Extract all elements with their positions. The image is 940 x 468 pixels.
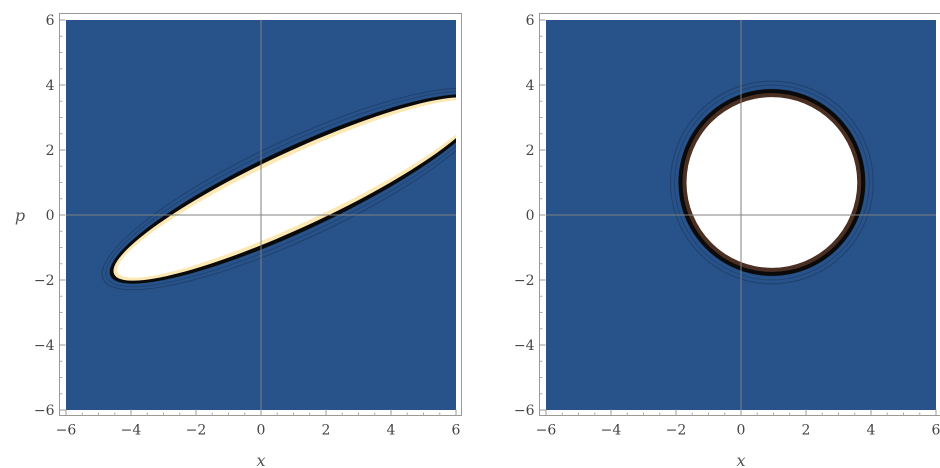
y-tick-label: 4 bbox=[526, 78, 535, 94]
y-tick-label: 6 bbox=[46, 13, 55, 29]
x-tick-label: −2 bbox=[186, 423, 207, 439]
contour-region-left bbox=[101, 87, 456, 291]
y-tick-label: −2 bbox=[34, 273, 55, 289]
y-tick-label: 2 bbox=[526, 143, 535, 159]
origin-axes-left bbox=[66, 20, 456, 410]
x-tick-label: 0 bbox=[257, 423, 266, 439]
y-tick-label: −2 bbox=[514, 273, 535, 289]
x-tick-label: −4 bbox=[121, 423, 142, 439]
panel-left: −6 −4 −2 0 2 4 6 −6 −4 −2 0 2 4 6 p x bbox=[15, 13, 462, 468]
x-tick-label: −2 bbox=[666, 423, 687, 439]
contour-line bbox=[670, 80, 874, 285]
ticks-left: −6 −4 −2 0 2 4 6 −6 −4 −2 0 2 4 6 bbox=[34, 13, 461, 439]
x-tick-label: 6 bbox=[932, 423, 940, 439]
contour-line bbox=[105, 90, 456, 288]
origin-axes-right bbox=[546, 20, 936, 410]
x-tick-label: 4 bbox=[867, 423, 876, 439]
y-tick-label: 0 bbox=[526, 208, 535, 224]
ticks-right: −6 −4 −2 0 2 4 6 −6 −4 −2 0 2 4 6 bbox=[514, 13, 940, 439]
y-tick-label: 2 bbox=[46, 143, 55, 159]
x-tick-label: 2 bbox=[322, 423, 331, 439]
y-tick-label: −6 bbox=[514, 403, 535, 419]
y-tick-label: 6 bbox=[526, 13, 535, 29]
x-tick-label: 0 bbox=[737, 423, 746, 439]
contour-interior bbox=[117, 100, 456, 278]
x-axis-label-right: x bbox=[736, 451, 745, 468]
x-tick-label: −6 bbox=[536, 423, 557, 439]
x-tick-label: 6 bbox=[452, 423, 461, 439]
y-tick-label: −6 bbox=[34, 403, 55, 419]
x-tick-label: −6 bbox=[56, 423, 77, 439]
y-axis-label-left: p bbox=[15, 206, 25, 225]
x-axis-label-left: x bbox=[256, 451, 265, 468]
contour-interior bbox=[686, 97, 858, 268]
contour-line bbox=[674, 84, 870, 281]
x-tick-label: −4 bbox=[601, 423, 622, 439]
contour-region-right bbox=[670, 80, 874, 285]
y-tick-label: 4 bbox=[46, 78, 55, 94]
y-tick-label: 0 bbox=[46, 208, 55, 224]
contour-line bbox=[101, 87, 456, 291]
panel-right: −6 −4 −2 0 2 4 6 −6 −4 −2 0 2 4 6 x bbox=[514, 13, 940, 468]
y-tick-label: −4 bbox=[34, 338, 55, 354]
x-tick-label: 2 bbox=[802, 423, 811, 439]
y-tick-label: −4 bbox=[514, 338, 535, 354]
x-tick-label: 4 bbox=[387, 423, 396, 439]
